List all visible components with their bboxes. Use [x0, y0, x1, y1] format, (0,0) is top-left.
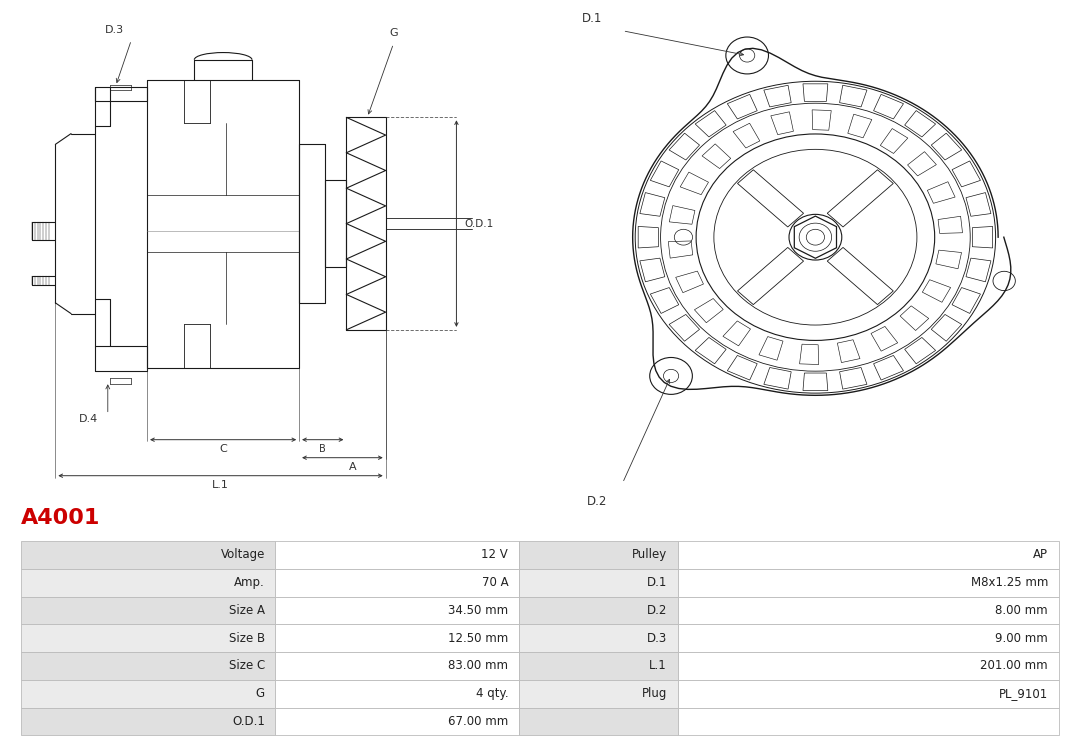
Text: L.1: L.1: [649, 660, 667, 672]
Text: Pulley: Pulley: [632, 548, 667, 562]
Bar: [518, 680, 677, 708]
Text: B: B: [320, 444, 326, 454]
Text: Size B: Size B: [229, 632, 265, 645]
Bar: [677, 596, 1058, 624]
Bar: [22, 569, 275, 596]
Bar: [275, 569, 518, 596]
Bar: [677, 680, 1058, 708]
Bar: [677, 708, 1058, 736]
Bar: [22, 680, 275, 708]
Text: D.4: D.4: [79, 413, 98, 424]
Bar: [22, 652, 275, 680]
Text: G: G: [389, 29, 397, 38]
Text: 201.00 mm: 201.00 mm: [981, 660, 1048, 672]
Text: 34.50 mm: 34.50 mm: [448, 604, 509, 617]
Text: Size A: Size A: [229, 604, 265, 617]
Text: D.3: D.3: [105, 25, 124, 35]
Bar: [22, 541, 275, 569]
Bar: [22, 624, 275, 652]
Bar: [275, 708, 518, 736]
Bar: [677, 624, 1058, 652]
Text: 8.00 mm: 8.00 mm: [996, 604, 1048, 617]
Bar: [677, 541, 1058, 569]
Bar: [275, 680, 518, 708]
Text: 67.00 mm: 67.00 mm: [448, 715, 509, 728]
Bar: [22, 708, 275, 736]
Bar: [518, 652, 677, 680]
Bar: [677, 652, 1058, 680]
Text: 12.50 mm: 12.50 mm: [448, 632, 509, 645]
Text: 12 V: 12 V: [482, 548, 509, 562]
Text: 83.00 mm: 83.00 mm: [448, 660, 509, 672]
Bar: [275, 624, 518, 652]
Text: Plug: Plug: [642, 687, 667, 700]
Bar: [677, 569, 1058, 596]
Bar: [275, 596, 518, 624]
Text: AP: AP: [1034, 548, 1048, 562]
Text: Size C: Size C: [229, 660, 265, 672]
Bar: [275, 541, 518, 569]
Text: C: C: [219, 444, 227, 454]
Bar: [518, 624, 677, 652]
Text: 70 A: 70 A: [482, 576, 509, 590]
Text: Amp.: Amp.: [234, 576, 265, 590]
Text: 4 qty.: 4 qty.: [475, 687, 509, 700]
Bar: [518, 596, 677, 624]
Text: M8x1.25 mm: M8x1.25 mm: [971, 576, 1048, 590]
Bar: [518, 708, 677, 736]
Text: PL_9101: PL_9101: [999, 687, 1048, 700]
Bar: [518, 569, 677, 596]
Text: L.1: L.1: [212, 480, 229, 490]
Text: D.3: D.3: [647, 632, 667, 645]
Bar: [275, 652, 518, 680]
Text: 9.00 mm: 9.00 mm: [996, 632, 1048, 645]
Text: Voltage: Voltage: [220, 548, 265, 562]
Bar: [22, 596, 275, 624]
Text: G: G: [256, 687, 265, 700]
Text: A: A: [349, 462, 356, 472]
Text: O.D.1: O.D.1: [464, 218, 494, 229]
Text: D.1: D.1: [582, 12, 603, 25]
Text: O.D.1: O.D.1: [232, 715, 265, 728]
Text: D.1: D.1: [647, 576, 667, 590]
Text: A4001: A4001: [22, 508, 100, 529]
Bar: [518, 541, 677, 569]
Text: D.2: D.2: [588, 495, 607, 508]
Text: D.2: D.2: [647, 604, 667, 617]
